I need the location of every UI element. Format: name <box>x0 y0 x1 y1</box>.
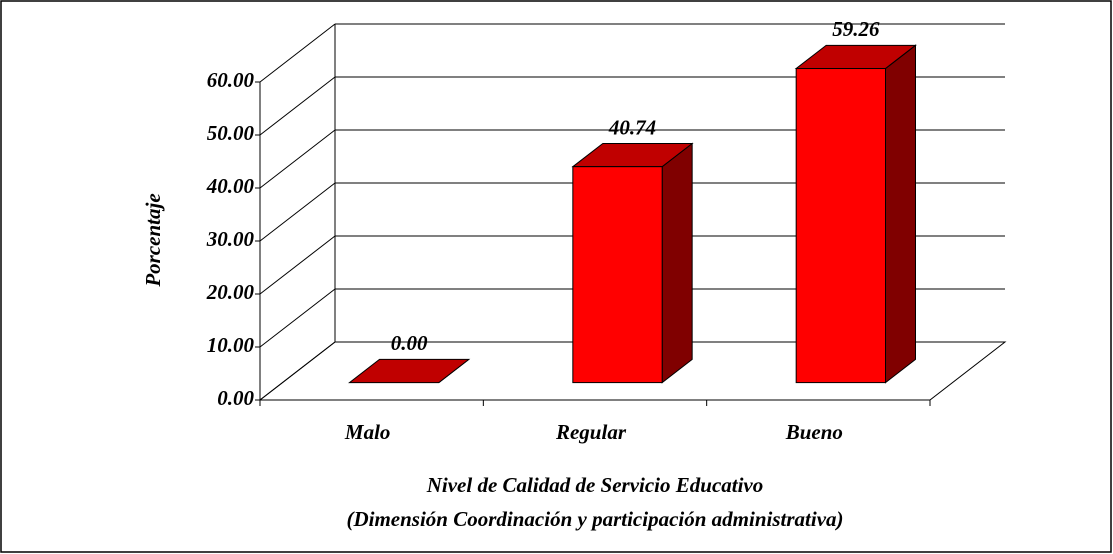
bar-side <box>661 142 693 384</box>
y-tick-label: 20.00 <box>206 280 255 304</box>
y-tick-label: 40.00 <box>206 174 255 198</box>
y-tick-label: 60.00 <box>207 68 255 92</box>
y-tick-label: 0.00 <box>217 386 254 410</box>
bar <box>348 358 471 384</box>
bar <box>794 44 917 384</box>
y-axis-label: Porcentaje <box>141 193 165 287</box>
x-tick-label: Bueno <box>785 420 843 444</box>
grid-line <box>259 23 336 83</box>
grid-line <box>259 235 336 295</box>
grid-line <box>259 182 336 242</box>
x-tick-label: Malo <box>344 420 391 444</box>
y-tick-label: 30.00 <box>206 227 255 251</box>
bar-top <box>348 358 471 384</box>
data-label: 0.00 <box>391 331 428 355</box>
x-axis-label: (Dimensión Coordinación y participación … <box>346 507 843 531</box>
bar-side <box>885 44 916 384</box>
bar-front <box>795 68 887 384</box>
data-label: 40.74 <box>608 115 656 139</box>
bar <box>571 142 694 384</box>
x-axis-label: Nivel de Calidad de Servicio Educativo <box>426 473 764 497</box>
x-tick-label: Regular <box>555 420 627 444</box>
data-label: 59.26 <box>832 17 880 41</box>
grid-line <box>259 288 336 348</box>
grid-line <box>259 341 336 401</box>
bar-front <box>572 166 663 384</box>
grid-line <box>259 76 336 136</box>
y-tick-label: 10.00 <box>207 333 255 357</box>
y-tick-label: 50.00 <box>207 121 255 145</box>
grid-line <box>259 129 336 189</box>
